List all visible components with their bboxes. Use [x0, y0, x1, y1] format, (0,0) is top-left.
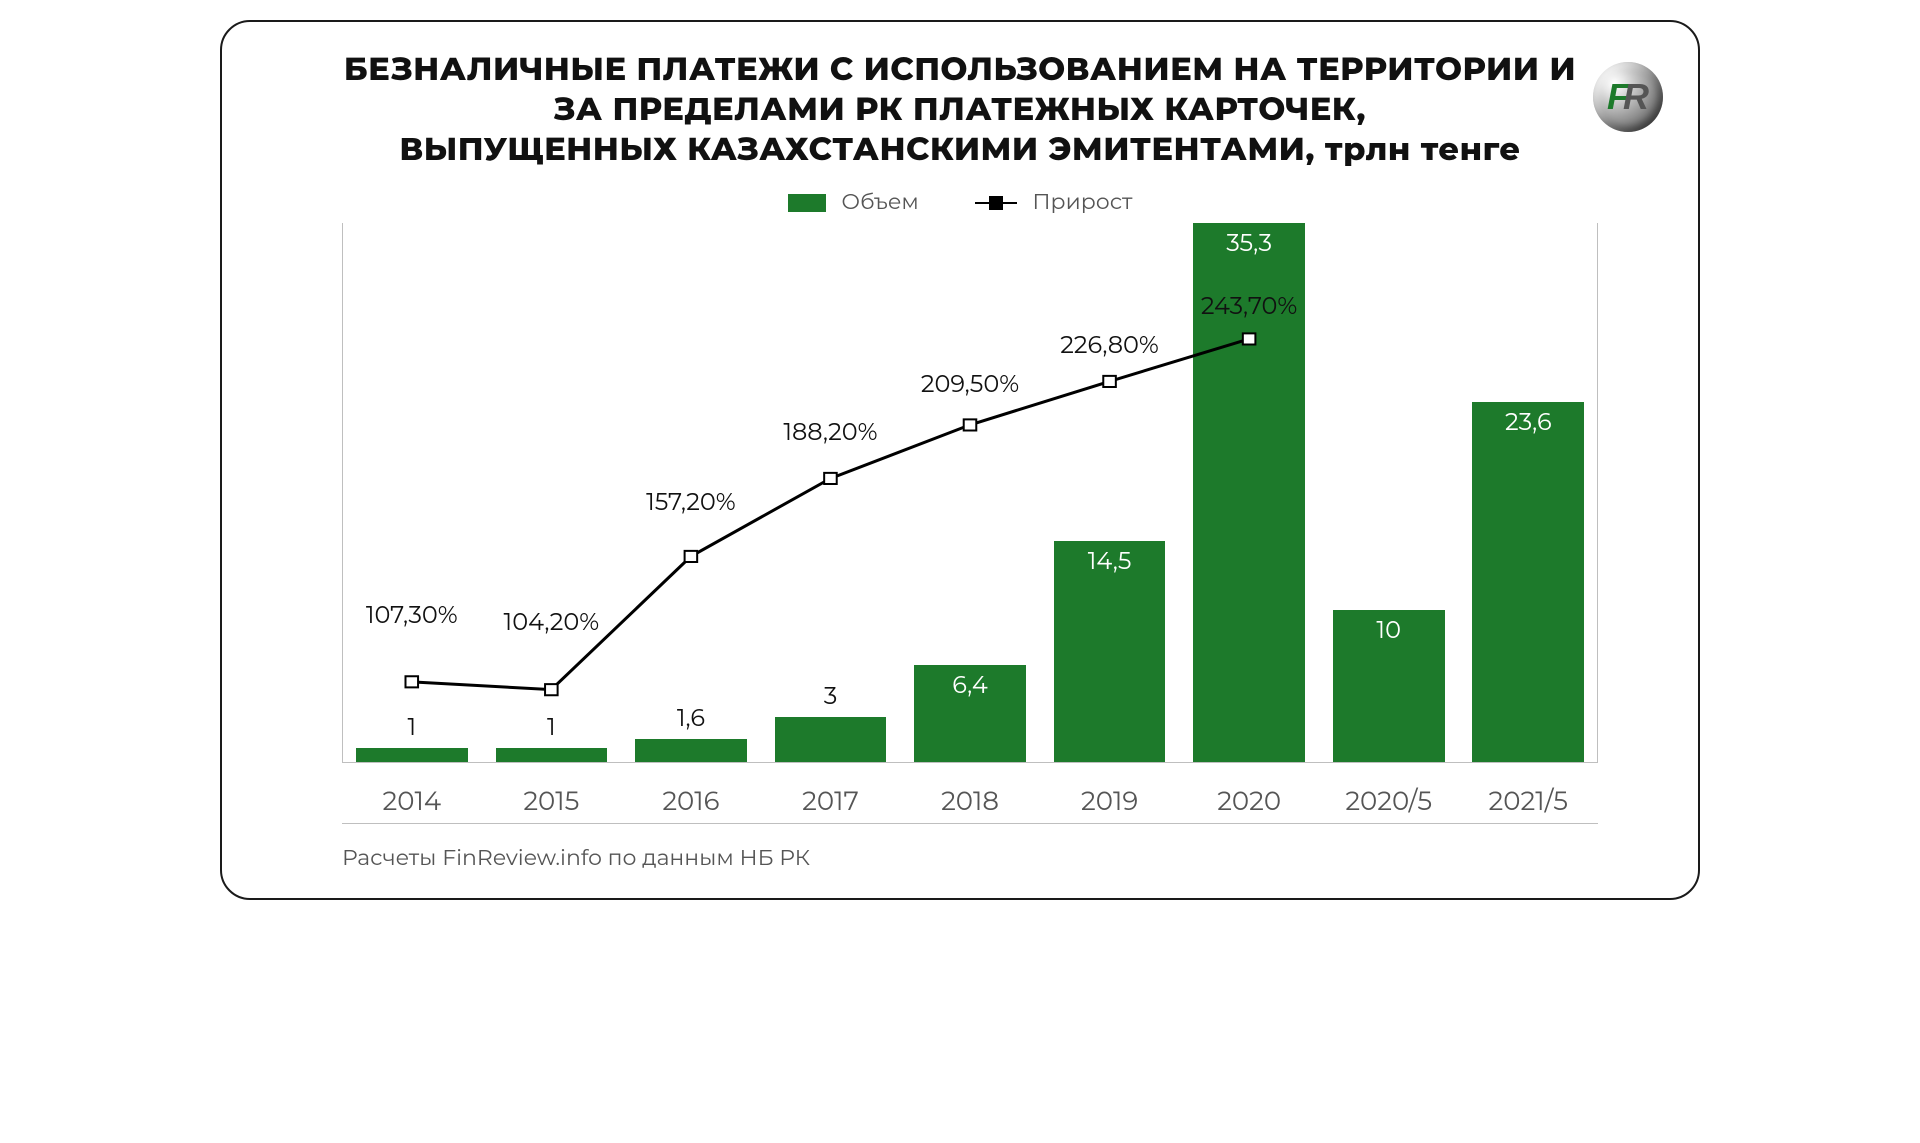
bar-value-label: 23,6: [1472, 408, 1584, 437]
x-tick-label: 2014: [342, 773, 482, 823]
bar: 3: [775, 717, 887, 763]
bar-value-label: 1: [496, 713, 608, 742]
chart-title-line: ВЫПУЩЕННЫХ КАЗАХСТАНСКИМИ ЭМИТЕНТАМИ, тр…: [342, 130, 1578, 170]
legend: Объем Прирост: [262, 188, 1658, 215]
bar-column: 1: [342, 223, 482, 763]
bar-value-label: 1: [356, 713, 468, 742]
legend-line-swatch: [975, 194, 1017, 212]
bar-column: 6,4: [900, 223, 1040, 763]
x-tick-label: 2017: [761, 773, 901, 823]
source-rule: [342, 823, 1598, 824]
chart-title-line: ЗА ПРЕДЕЛАМИ РК ПЛАТЕЖНЫХ КАРТОЧЕК,: [342, 90, 1578, 130]
legend-bar-swatch: [788, 194, 826, 212]
x-tick-label: 2020/5: [1319, 773, 1459, 823]
chart-card: F R БЕЗНАЛИЧНЫЕ ПЛАТЕЖИ С ИСПОЛЬЗОВАНИЕМ…: [220, 20, 1700, 900]
growth-value-label: 226,80%: [1060, 331, 1159, 366]
bar-column: 3: [761, 223, 901, 763]
growth-value-label: 188,20%: [783, 418, 877, 453]
x-tick-label: 2018: [900, 773, 1040, 823]
x-axis-baseline: [342, 762, 1598, 763]
x-tick-label: 2020: [1179, 773, 1319, 823]
logo-letter-r: R: [1623, 76, 1649, 118]
growth-value-label: 157,20%: [646, 488, 735, 523]
chart-title-line: БЕЗНАЛИЧНЫЕ ПЛАТЕЖИ С ИСПОЛЬЗОВАНИЕМ НА …: [342, 50, 1578, 90]
source-text: Расчеты FinReview.info по данным НБ РК: [342, 844, 1658, 871]
x-tick-label: 2015: [482, 773, 622, 823]
bar-value-label: 14,5: [1054, 547, 1166, 576]
bar: 23,6: [1472, 402, 1584, 763]
bar-value-label: 1,6: [635, 704, 747, 733]
bar: 1,6: [635, 739, 747, 763]
bar-column: 1: [482, 223, 622, 763]
bar: 14,5: [1054, 541, 1166, 763]
x-axis-labels: 20142015201620172018201920202020/52021/5: [342, 773, 1598, 823]
x-tick-label: 2021/5: [1459, 773, 1599, 823]
bar-value-label: 6,4: [914, 671, 1026, 700]
x-tick-label: 2016: [621, 773, 761, 823]
bar-column: 23,6: [1459, 223, 1599, 763]
bar-column: 10: [1319, 223, 1459, 763]
bar: 1: [496, 748, 608, 763]
chart-title: БЕЗНАЛИЧНЫЕ ПЛАТЕЖИ С ИСПОЛЬЗОВАНИЕМ НА …: [342, 50, 1578, 170]
brand-logo: F R: [1593, 62, 1663, 132]
plot-area: 111,636,414,535,31023,6 2014201520162017…: [342, 223, 1598, 823]
x-tick-label: 2019: [1040, 773, 1180, 823]
growth-value-label: 243,70%: [1201, 292, 1297, 327]
legend-bar-label: Объем: [841, 188, 918, 215]
bar-value-label: 10: [1333, 616, 1445, 645]
growth-value-label: 107,30%: [366, 601, 458, 636]
bar: 6,4: [914, 665, 1026, 763]
growth-value-label: 209,50%: [921, 370, 1019, 405]
legend-line-label: Прирост: [1032, 188, 1132, 215]
bar-value-label: 35,3: [1193, 229, 1305, 258]
bar-column: 14,5: [1040, 223, 1180, 763]
bars-container: 111,636,414,535,31023,6: [342, 223, 1598, 763]
bar: 10: [1333, 610, 1445, 763]
growth-value-label: 104,20%: [504, 608, 600, 643]
bar: 1: [356, 748, 468, 763]
bar-value-label: 3: [775, 682, 887, 711]
